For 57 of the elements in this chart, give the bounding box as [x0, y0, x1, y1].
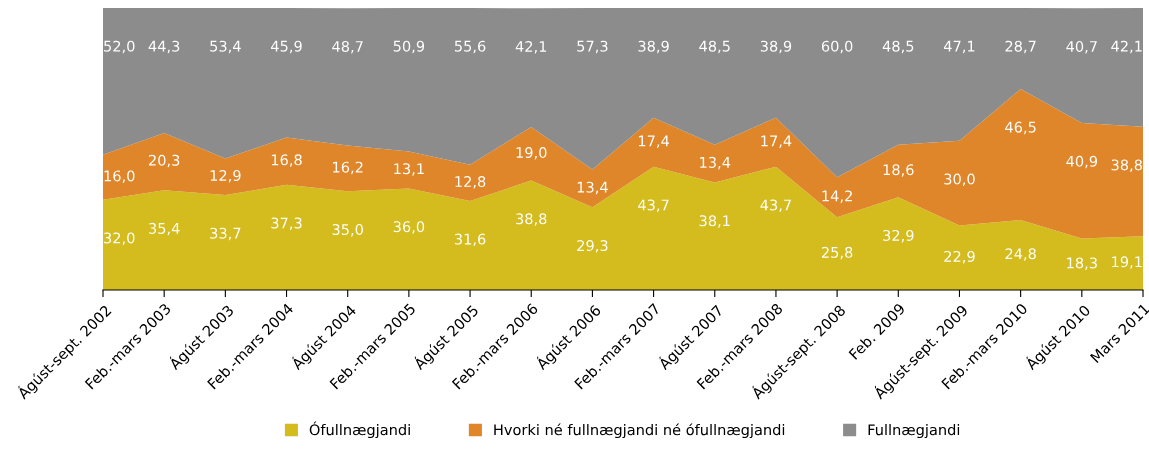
data-label: 28,7: [1005, 40, 1036, 54]
data-label: 20,3: [149, 154, 180, 168]
data-label: 13,4: [700, 156, 731, 170]
data-label: 16,0: [104, 170, 135, 183]
data-label: 48,7: [332, 40, 363, 54]
data-label: 52,0: [104, 40, 135, 54]
data-label: 38,9: [760, 40, 792, 54]
data-label: 16,2: [333, 161, 363, 175]
data-label: 35,0: [332, 223, 363, 237]
data-label: 12,8: [455, 176, 486, 189]
data-label: 24,8: [1005, 248, 1036, 261]
data-label: 38,8: [1111, 159, 1142, 172]
data-label: 25,8: [821, 246, 853, 260]
data-label: 13,4: [577, 181, 608, 195]
data-label: 43,7: [760, 199, 791, 212]
data-label: 17,4: [638, 135, 670, 148]
data-label: 19,1: [1112, 256, 1142, 269]
data-label: 40,9: [1066, 155, 1098, 169]
data-label: 14,2: [822, 190, 852, 203]
data-label: 48,5: [882, 40, 914, 54]
data-label: 29,3: [577, 240, 608, 253]
data-label: 22,9: [944, 250, 975, 264]
legend-label: Hvorki né fullnægjandi né ófullnægjandi: [494, 423, 785, 439]
data-label: 16,8: [271, 154, 302, 167]
data-label: 18,3: [1067, 257, 1097, 270]
legend-label: Fullnægjandi: [868, 423, 960, 439]
data-label: 42,1: [515, 40, 547, 54]
data-label: 50,9: [393, 40, 425, 54]
data-label: 38,8: [516, 213, 547, 226]
data-label: 46,5: [1005, 121, 1036, 135]
data-label: 32,0: [104, 232, 135, 245]
data-label: 37,3: [271, 217, 302, 231]
data-label: 13,1: [394, 163, 424, 176]
data-label: 32,9: [883, 229, 914, 243]
data-label: 38,1: [699, 215, 730, 228]
data-label: 42,1: [1111, 40, 1142, 54]
data-label: 57,3: [577, 40, 608, 54]
data-label: 55,6: [454, 40, 486, 54]
data-label: 53,4: [210, 40, 241, 54]
legend-label: Ófullnægjandi: [309, 421, 410, 439]
data-label: 33,7: [210, 227, 241, 241]
data-label: 12,9: [210, 169, 241, 183]
data-label: 18,6: [883, 164, 914, 177]
data-label: 30,0: [944, 173, 975, 187]
data-label: 17,4: [761, 135, 792, 148]
data-label: 60,0: [821, 40, 853, 54]
data-label: 43,7: [638, 199, 669, 212]
data-label: 45,9: [271, 40, 302, 54]
data-label: 36,0: [393, 221, 425, 234]
data-label: 35,4: [149, 222, 180, 236]
data-label: 19,0: [516, 146, 547, 160]
data-label: 38,9: [638, 40, 669, 54]
data-label: 47,1: [943, 40, 975, 54]
data-label: 44,3: [148, 40, 180, 54]
data-label: 40,7: [1066, 40, 1097, 54]
data-label: 31,6: [454, 233, 486, 247]
data-label: 48,5: [699, 40, 730, 54]
